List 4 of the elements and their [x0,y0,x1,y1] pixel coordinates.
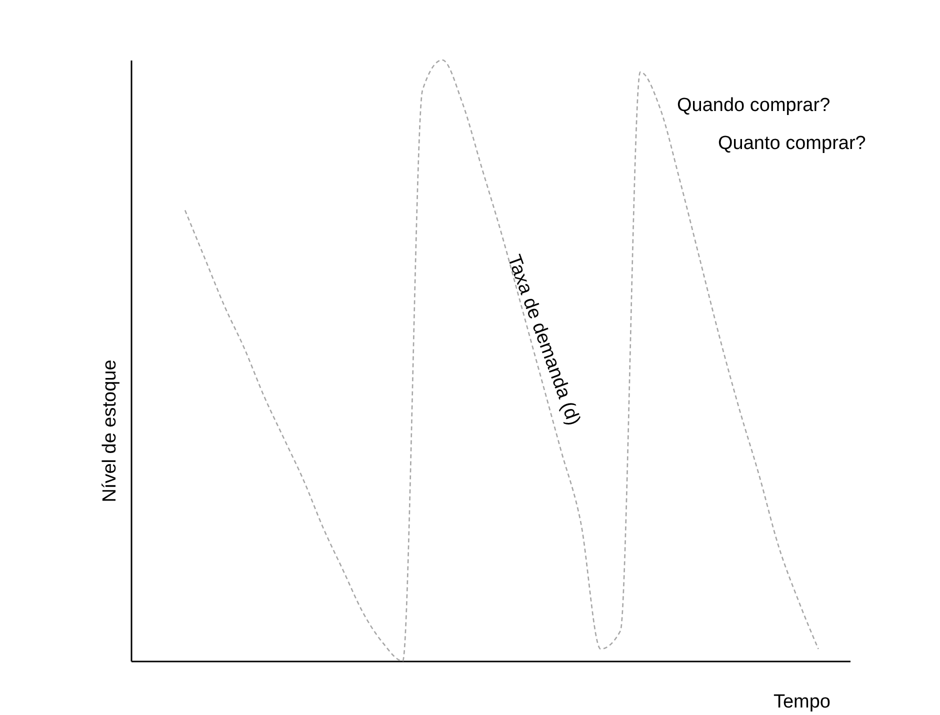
annotation: Quanto comprar? [718,133,866,154]
y-axis-title: Nível de estoque [100,360,120,502]
x-axis-title: Tempo [773,692,830,712]
annotation: Quando comprar? [677,95,830,116]
